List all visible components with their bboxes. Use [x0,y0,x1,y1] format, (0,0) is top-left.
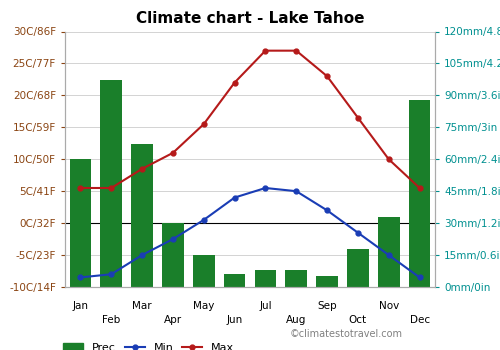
Text: Dec: Dec [410,315,430,325]
Text: Nov: Nov [378,301,399,311]
Bar [162,223,184,287]
Text: Sep: Sep [318,301,337,311]
Text: Aug: Aug [286,315,306,325]
Text: Jan: Jan [72,301,88,311]
Bar [70,159,91,287]
Legend: Prec, Min, Max: Prec, Min, Max [63,343,234,350]
Bar [193,255,214,287]
Text: Jun: Jun [226,315,242,325]
Text: Feb: Feb [102,315,120,325]
Bar [254,270,276,287]
Bar [100,80,122,287]
Text: Oct: Oct [349,315,367,325]
Bar [316,276,338,287]
Bar [286,270,307,287]
Bar [409,100,430,287]
Title: Climate chart - Lake Tahoe: Climate chart - Lake Tahoe [136,11,364,26]
Text: Apr: Apr [164,315,182,325]
Text: Mar: Mar [132,301,152,311]
Text: Jul: Jul [259,301,272,311]
Bar [224,274,246,287]
Text: ©climatestotravel.com: ©climatestotravel.com [290,329,403,339]
Bar [347,248,368,287]
Bar [132,144,153,287]
Text: May: May [193,301,214,311]
Bar [378,217,400,287]
